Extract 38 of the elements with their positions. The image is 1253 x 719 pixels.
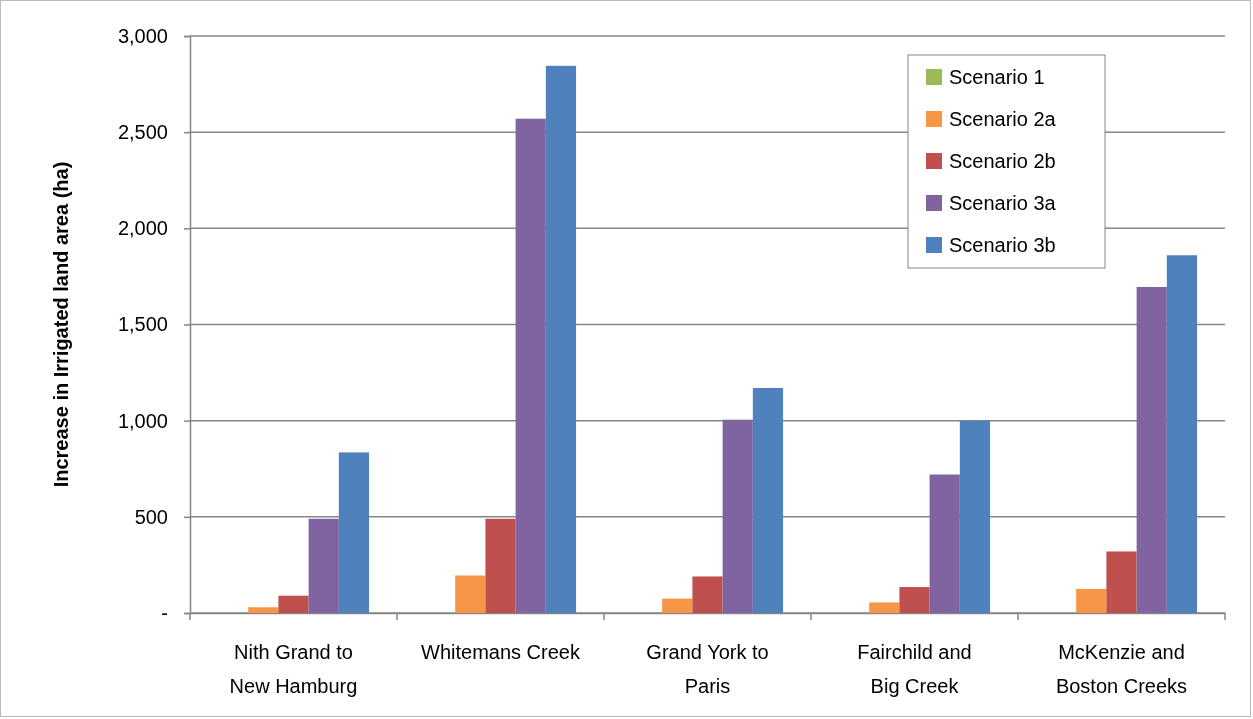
y-tick-label: 500 (134, 505, 168, 528)
legend-label: Scenario 3a (949, 192, 1057, 214)
bar (959, 420, 991, 613)
bar (455, 575, 486, 613)
y-tick-label: - (161, 601, 168, 624)
bar (899, 587, 930, 613)
legend-label: Scenario 2b (949, 150, 1056, 172)
bar (248, 607, 279, 613)
legend-label: Scenario 3b (949, 234, 1056, 256)
bar (752, 387, 784, 613)
y-axis-title: Increase in Irrigated land area (ha) (50, 161, 72, 488)
bar (1136, 287, 1167, 613)
bar (338, 452, 370, 613)
y-tick-label: 3,000 (117, 24, 168, 47)
bar (692, 576, 723, 613)
bar (485, 518, 516, 613)
legend-label: Scenario 1 (949, 66, 1045, 88)
x-tick-label: Fairchild and Big Creek (857, 641, 972, 697)
bar (278, 595, 309, 613)
bar (1166, 255, 1198, 613)
bar (308, 518, 339, 613)
x-tick-label: McKenzie and Boston Creeks (1055, 641, 1188, 697)
bar (1106, 551, 1137, 613)
y-tick-label: 2,500 (117, 121, 168, 144)
bar (1076, 588, 1107, 613)
x-tick-label: Grand York to Paris (646, 641, 769, 697)
bar (929, 474, 960, 613)
y-tick-label: 2,000 (117, 217, 168, 240)
bar (545, 65, 577, 613)
bar (662, 598, 693, 613)
x-tick-label: Whitemans Creek (421, 641, 581, 663)
y-tick-label: 1,500 (117, 313, 168, 336)
bar (722, 419, 753, 613)
x-tick-label: Nith Grand to New Hamburg (229, 641, 358, 697)
bar (869, 602, 900, 613)
y-tick-label: 1,000 (117, 409, 168, 432)
legend-label: Scenario 2a (949, 108, 1057, 130)
bar (515, 118, 546, 613)
